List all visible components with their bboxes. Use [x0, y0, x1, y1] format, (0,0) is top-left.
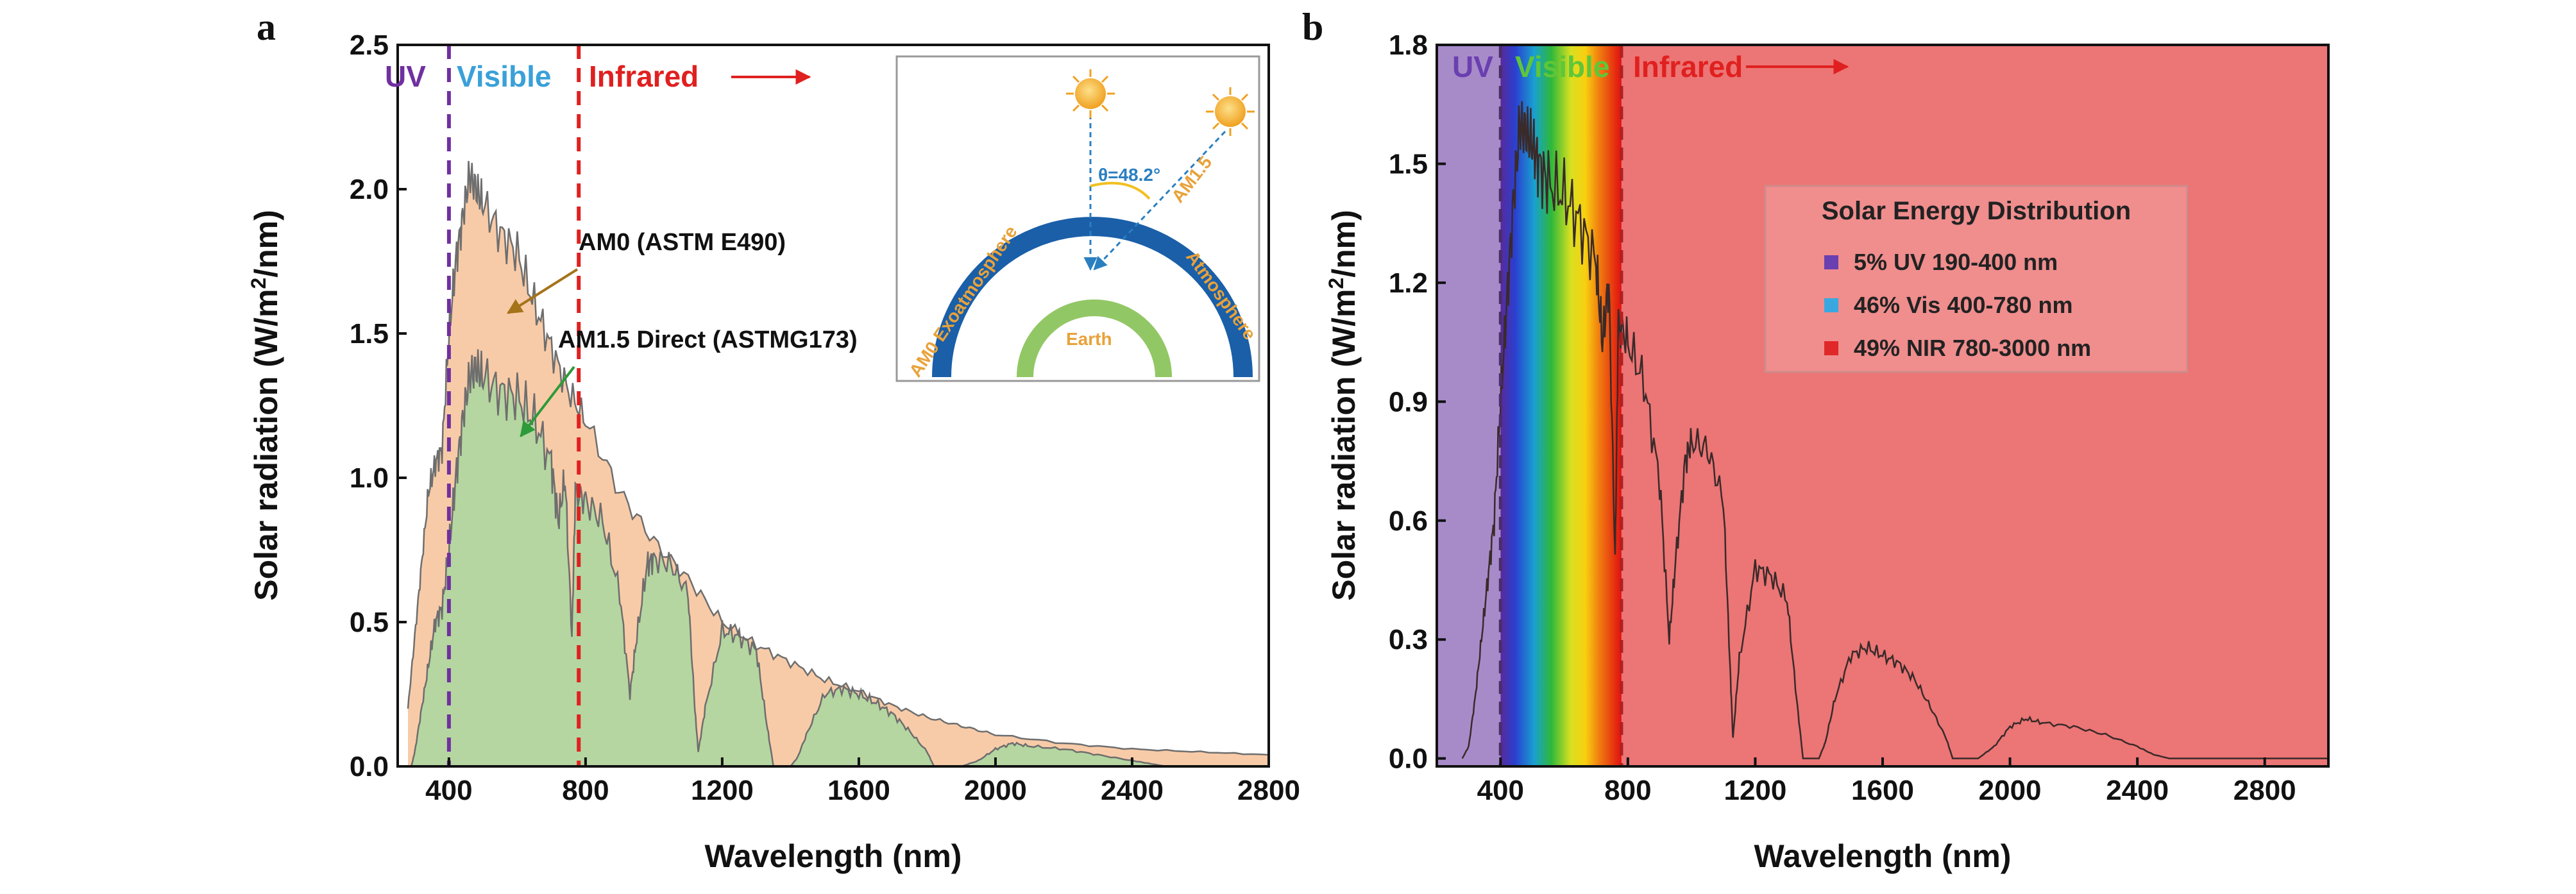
- panel-a-letter: a: [257, 6, 276, 48]
- earth-arc: [1017, 299, 1172, 378]
- energy-legend: Solar Energy Distribution 5% UV 190-400 …: [1764, 185, 2189, 373]
- y-tick-label: 0.5: [350, 607, 389, 638]
- y-axis-ticks-a: 0.0 0.5 1.0 1.5 2.0 2.5: [350, 30, 407, 782]
- y-axis-title-a: Solar radiation (W/m2/nm): [247, 210, 284, 601]
- am0-pointer: [506, 268, 579, 314]
- sun-icon: [1206, 87, 1255, 136]
- plot-area-a: [407, 160, 1269, 766]
- y-tick-label: 1.2: [1389, 267, 1428, 299]
- x-tick-label: 1600: [827, 775, 890, 806]
- x-axis-ticks-a: 400 800 1200 1600 2000 2400 2800: [425, 757, 1300, 806]
- legend-swatch-uv: [1824, 255, 1838, 269]
- x-axis-title-a: Wavelength (nm): [705, 838, 962, 874]
- angle-arc: [1090, 181, 1151, 200]
- x-tick-label: 1200: [1724, 775, 1786, 806]
- y-tick-label: 0.9: [1389, 386, 1428, 417]
- infrared-label: Infrared: [1633, 50, 1743, 83]
- legend-entry-uv: 5% UV 190-400 nm: [1854, 249, 2058, 275]
- y-tick-label: 0.6: [1389, 505, 1428, 537]
- panel-a: a 400 800 1200 1600 2000 2400 2800 0.0 0.5 1.0 1.…: [247, 6, 1300, 874]
- x-tick-label: 2000: [1979, 775, 2042, 806]
- legend-box: [1764, 185, 2189, 373]
- am0-spectrum-area: [408, 161, 1269, 766]
- x-tick-label: 800: [562, 775, 609, 806]
- x-axis-title-b: Wavelength (nm): [1754, 838, 2012, 874]
- y-tick-label: 0.3: [1389, 624, 1428, 655]
- visible-label: Visible: [457, 60, 551, 93]
- x-tick-label: 800: [1604, 775, 1651, 806]
- plot-area-b: [1437, 45, 2328, 766]
- atmosphere-inset: θ=48.2° AM1.5 AM0 Exoatmosphere Atmosphe…: [895, 55, 1260, 382]
- y-axis-title-b: Solar radiation (W/m2/nm): [1325, 210, 1362, 601]
- visible-label: Visible: [1515, 50, 1609, 83]
- legend-entry-vis: 46% Vis 400-780 nm: [1854, 292, 2073, 318]
- y-tick-label: 0.0: [1389, 743, 1428, 775]
- am15-ray: [1093, 130, 1226, 271]
- y-tick-label: 1.8: [1389, 30, 1428, 61]
- y-tick-label: 1.5: [350, 318, 389, 350]
- x-tick-label: 1600: [1851, 775, 1914, 806]
- y-tick-label: 1.5: [1389, 148, 1428, 180]
- inset-angle-label: θ=48.2°: [1098, 165, 1160, 185]
- panel-b: b 400 800 1200 1600 2000 2400 2800 0.00.30.60.…: [1302, 6, 2330, 874]
- uv-band: [1437, 45, 1501, 766]
- uv-label: UV: [1452, 50, 1493, 83]
- legend-swatch-nir: [1824, 341, 1838, 355]
- x-tick-label: 2400: [2106, 775, 2169, 806]
- x-tick-label: 2400: [1101, 775, 1164, 806]
- y-tick-label: 2.5: [350, 30, 389, 61]
- am15-spectrum-area: [411, 349, 1167, 766]
- legend-title: Solar Energy Distribution: [1822, 197, 2131, 225]
- am0-spectrum-outline: [407, 160, 1269, 756]
- am0-annotation: AM0 (ASTM E490): [579, 229, 786, 256]
- y-tick-label: 0.0: [350, 751, 389, 782]
- x-tick-label: 2800: [2233, 775, 2296, 806]
- infrared-band: [1621, 45, 2328, 766]
- infrared-label: Infrared: [589, 60, 699, 93]
- sun-icon: [1066, 69, 1115, 118]
- legend-swatch-vis: [1824, 298, 1838, 312]
- panel-b-letter: b: [1302, 6, 1323, 48]
- uv-label: UV: [385, 60, 426, 93]
- y-tick-label: 1.0: [350, 462, 389, 494]
- solar-spectrum-line: [1461, 101, 2328, 759]
- am15-spectrum-outline: [411, 349, 1167, 766]
- plot-frame-a: [396, 44, 1270, 768]
- x-tick-label: 400: [425, 775, 472, 806]
- atmosphere-arc: [932, 217, 1253, 378]
- am15-pointer: [520, 366, 575, 437]
- legend-entry-nir: 49% NIR 780-3000 nm: [1854, 335, 2091, 361]
- y-tick-label: 2.0: [350, 174, 389, 205]
- x-axis-ticks-b: 400 800 1200 1600 2000 2400 2800: [1477, 757, 2296, 806]
- x-tick-label: 400: [1477, 775, 1524, 806]
- y-axis-ticks-b: 0.0 0.3 0.6 0.9 1.2 1.5 1.8: [1389, 30, 1446, 775]
- am15-annotation: AM1.5 Direct (ASTMG173): [558, 326, 858, 353]
- x-tick-label: 1200: [691, 775, 754, 806]
- x-tick-label: 2000: [964, 775, 1027, 806]
- x-tick-label: 2800: [1237, 775, 1300, 806]
- inset-earth-label: Earth: [1066, 329, 1112, 349]
- visible-band: [1500, 45, 1622, 766]
